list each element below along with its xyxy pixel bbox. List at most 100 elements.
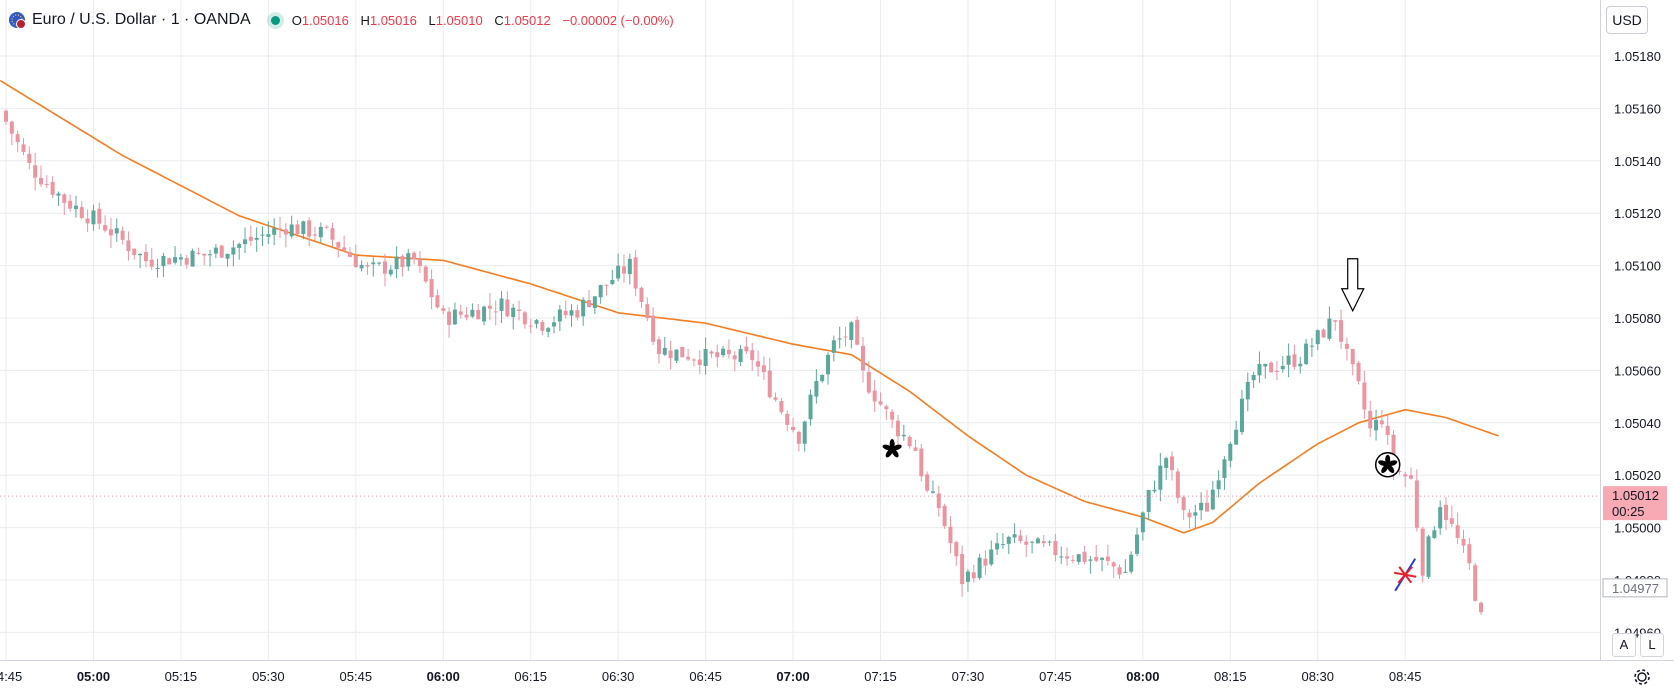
candle [1170, 451, 1174, 481]
candle [1088, 555, 1093, 574]
candle [1280, 356, 1285, 373]
candle [1024, 535, 1029, 558]
candle [173, 246, 178, 265]
candle [1076, 553, 1081, 565]
candle [1374, 409, 1379, 441]
candle [126, 231, 131, 261]
cross-marker-icon[interactable] [1394, 558, 1417, 592]
candle [167, 257, 172, 265]
candle [73, 195, 78, 218]
symbol-title[interactable]: Euro / U.S. Dollar · 1 · OANDA [32, 11, 251, 28]
candle [1164, 456, 1169, 480]
candle [324, 225, 329, 230]
candle [651, 307, 656, 346]
candle [254, 227, 259, 252]
chart-markers [882, 258, 1417, 592]
candle [103, 215, 108, 233]
candle [1473, 562, 1478, 602]
candle [534, 318, 539, 329]
candle [423, 265, 428, 284]
candle [849, 321, 854, 349]
candle [1204, 489, 1209, 512]
candle [913, 439, 918, 451]
candle [336, 241, 341, 258]
candle [68, 194, 73, 212]
time-axis: 04:45 05:00 05:15 05:30 05:45 06:00 06:15 06:30… [0, 669, 1421, 684]
candle [1455, 512, 1460, 545]
candle [1129, 551, 1134, 574]
price-tick-label: 1.05180 [1614, 49, 1661, 64]
candle [202, 253, 207, 266]
candle [808, 389, 813, 426]
candle [1193, 504, 1198, 528]
candle [761, 356, 766, 380]
candle [1035, 536, 1040, 544]
settings-gear-icon[interactable] [1631, 666, 1653, 688]
crosshair-price-value: 1.04977 [1612, 581, 1659, 596]
currency-button[interactable]: USD [1606, 6, 1648, 34]
candle [686, 348, 691, 361]
time-tick-label: 06:00 [427, 669, 460, 684]
log-scale-button[interactable]: L [1640, 633, 1664, 657]
candle [260, 226, 265, 247]
candle [756, 350, 761, 377]
candle [1239, 389, 1244, 435]
candle [1228, 441, 1233, 468]
candle [266, 221, 271, 245]
asterisk-marker-icon[interactable] [882, 439, 903, 459]
price-tick-label: 1.05140 [1614, 154, 1661, 169]
candle [942, 503, 947, 529]
candle [621, 254, 626, 283]
candle [1461, 529, 1466, 553]
candle [552, 316, 557, 334]
candle [295, 220, 300, 235]
arrow-down-marker-icon[interactable] [1340, 258, 1365, 313]
circled-asterisk-marker-icon[interactable] [1374, 451, 1401, 478]
time-tick-label: 05:45 [340, 669, 373, 684]
candle [155, 258, 160, 278]
candle [546, 326, 551, 338]
candle [1082, 546, 1087, 565]
candle [703, 337, 708, 375]
ma-line [0, 79, 1499, 534]
candle [528, 319, 533, 334]
candle [318, 222, 323, 243]
candle [365, 261, 370, 275]
candle [948, 516, 953, 554]
candle [633, 249, 638, 297]
candle [744, 336, 749, 355]
price-tick-label: 1.05020 [1614, 468, 1661, 483]
candle [452, 302, 457, 326]
candle [627, 253, 632, 285]
candle [1356, 360, 1361, 385]
candle [895, 415, 900, 449]
time-tick-label: 07:00 [776, 669, 809, 684]
candle [441, 304, 446, 315]
candle [936, 485, 941, 517]
candle [342, 235, 347, 253]
candle [971, 564, 976, 583]
candle [283, 223, 288, 248]
candle [1234, 420, 1239, 445]
candle [1344, 337, 1349, 361]
candle [930, 480, 935, 494]
candle [1385, 413, 1390, 445]
auto-scale-button[interactable]: A [1612, 633, 1636, 657]
candle [878, 392, 883, 406]
candle [668, 340, 673, 370]
candle [458, 305, 463, 319]
symbol-legend: Euro / U.S. Dollar · 1 · OANDA O1.05016 … [8, 8, 682, 32]
candle [470, 303, 475, 318]
candle [581, 297, 586, 326]
candle [773, 392, 778, 402]
candle [1467, 537, 1472, 570]
candle [557, 304, 562, 332]
candle [1304, 338, 1309, 366]
candle [872, 380, 877, 412]
candle [487, 293, 492, 321]
candle [522, 310, 527, 329]
candle [1006, 535, 1011, 555]
candle [977, 553, 982, 580]
